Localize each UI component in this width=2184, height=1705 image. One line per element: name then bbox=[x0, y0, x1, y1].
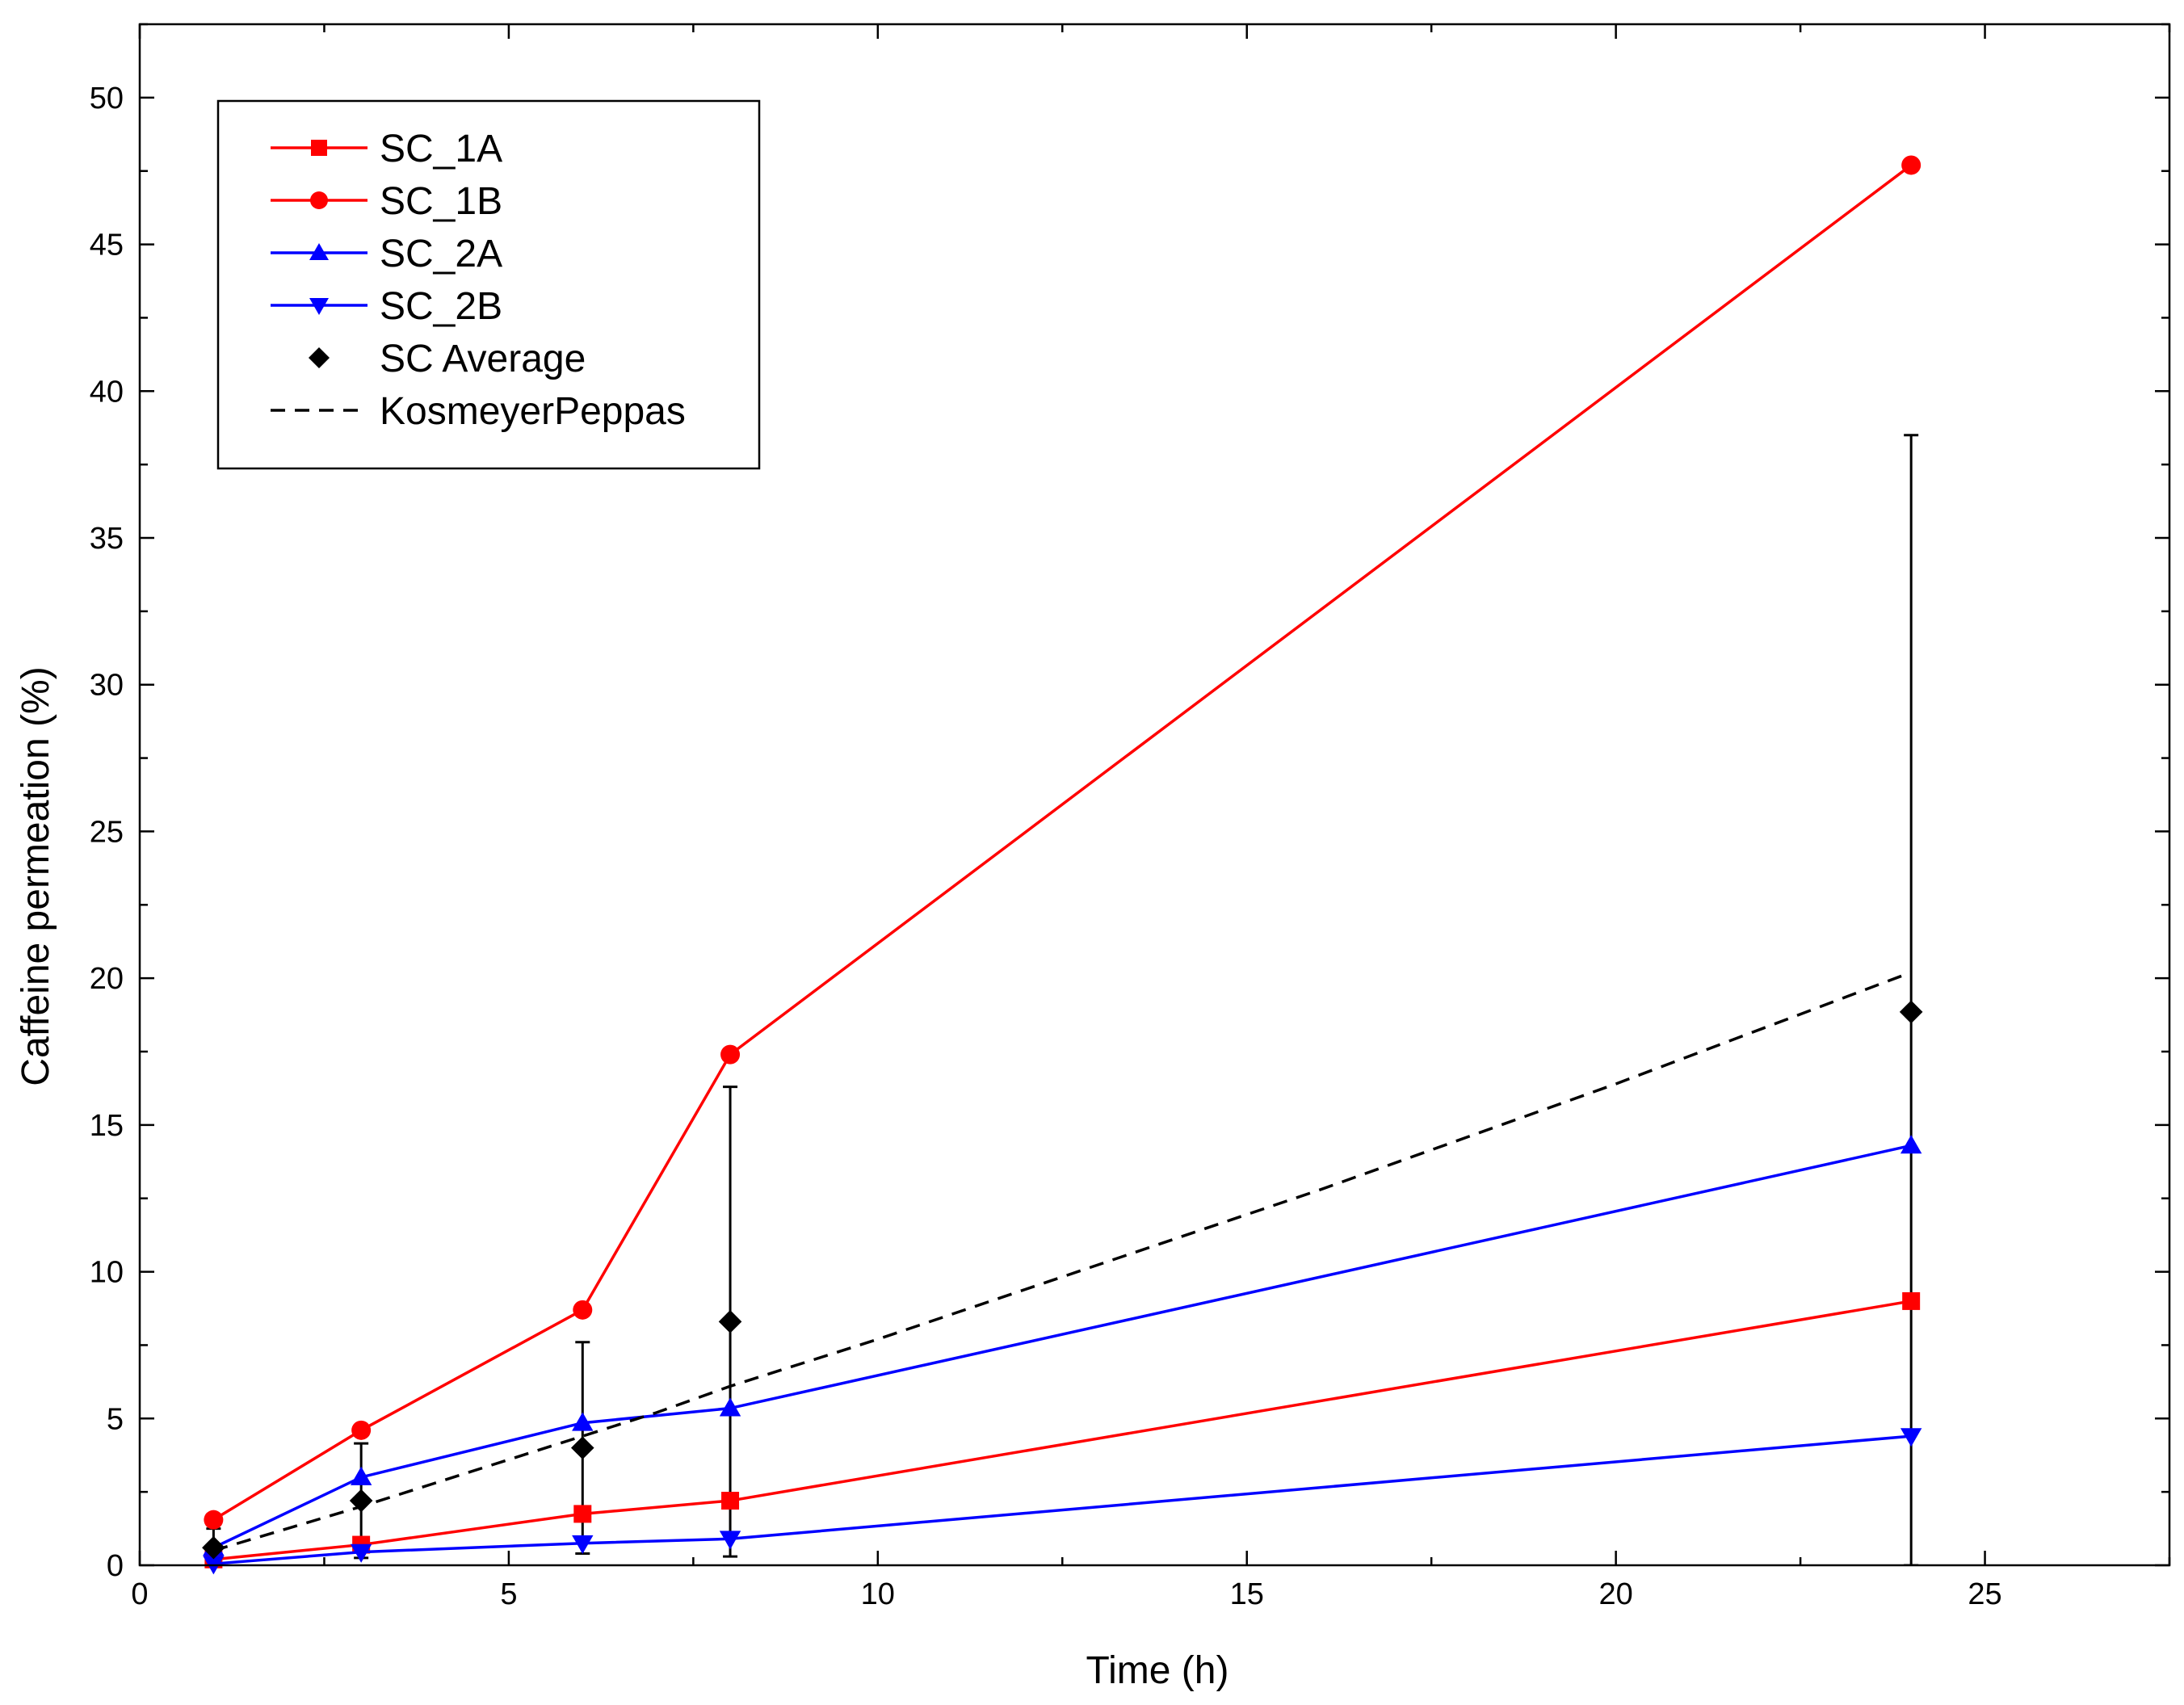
legend-label-sc-average: SC Average bbox=[380, 338, 586, 380]
legend: SC_1A SC_1B SC_2A SC_2B SC Average KosmeyerPe… bbox=[216, 99, 761, 470]
plot-frame bbox=[138, 23, 2171, 1567]
legend-marker-sc-1a bbox=[311, 140, 327, 156]
legend-label-sc-2b: SC_2B bbox=[380, 285, 502, 328]
point-sc-2a bbox=[719, 1397, 741, 1417]
point-sc-average bbox=[202, 1535, 225, 1560]
y-axis-title: Caffeine permeation (%) bbox=[15, 666, 57, 1086]
y-tick-label: 15 bbox=[90, 1109, 124, 1143]
x-tick-label: 20 bbox=[1598, 1577, 1632, 1611]
point-sc-2a bbox=[572, 1412, 594, 1431]
legend-label-sc-1a: SC_1A bbox=[380, 128, 502, 170]
legend-label-sc-1b: SC_1B bbox=[380, 180, 502, 223]
y-tick-label: 40 bbox=[90, 375, 124, 409]
x-tick-label: 10 bbox=[861, 1577, 895, 1611]
legend-marker-sc-1b bbox=[310, 191, 328, 209]
legend-marker-sc-2a bbox=[309, 243, 329, 260]
point-sc-1a bbox=[1902, 1291, 1921, 1310]
series-line-kosmeyerpeppas bbox=[212, 971, 1912, 1552]
error-bars bbox=[206, 434, 1919, 1565]
series-line-sc-2a bbox=[212, 1144, 1912, 1549]
y-tick-label: 25 bbox=[90, 815, 124, 849]
x-tick-label: 0 bbox=[131, 1577, 148, 1611]
y-tick-label: 50 bbox=[90, 82, 124, 115]
y-tick-label: 45 bbox=[90, 229, 124, 262]
point-sc-1b bbox=[573, 1300, 593, 1320]
point-sc-1b bbox=[1901, 155, 1922, 175]
point-sc-2b bbox=[719, 1531, 741, 1550]
axes: 0 5 10 15 20 25 0 5 10 15 20 25 30 35 40 45 50 bbox=[90, 23, 2171, 1611]
point-sc-1a bbox=[721, 1492, 740, 1510]
x-tick-label: 25 bbox=[1968, 1577, 2001, 1611]
point-sc-average bbox=[718, 1310, 742, 1333]
y-tick-label: 5 bbox=[107, 1402, 124, 1436]
point-sc-average bbox=[1899, 1000, 1923, 1024]
point-sc-2b bbox=[572, 1535, 594, 1554]
point-sc-1a bbox=[573, 1505, 592, 1523]
point-sc-1b bbox=[204, 1510, 224, 1530]
legend-label-kosmeyerpeppas: KosmeyerPeppas bbox=[380, 390, 686, 433]
point-sc-1b bbox=[351, 1420, 372, 1440]
series-line-sc-2b bbox=[213, 1434, 1912, 1565]
point-sc-1b bbox=[720, 1044, 741, 1065]
point-sc-2a bbox=[1900, 1135, 1922, 1154]
x-tick-label: 5 bbox=[500, 1577, 517, 1611]
point-sc-2b bbox=[350, 1543, 372, 1563]
legend-label-sc-2a: SC_2A bbox=[380, 233, 502, 275]
series-line-sc-1a bbox=[213, 1300, 1912, 1561]
x-tick-label: 15 bbox=[1230, 1577, 1264, 1611]
legend-marker-sc-2b bbox=[309, 298, 329, 315]
point-sc-2a bbox=[350, 1466, 372, 1485]
y-tick-label: 0 bbox=[107, 1549, 124, 1583]
point-sc-average bbox=[570, 1436, 594, 1459]
y-tick-label: 30 bbox=[90, 669, 124, 703]
point-sc-average bbox=[349, 1489, 373, 1513]
x-axis-title: Time (h) bbox=[1086, 1649, 1229, 1692]
y-tick-label: 35 bbox=[90, 522, 124, 556]
y-tick-label: 20 bbox=[90, 962, 124, 996]
legend-marker-sc-average bbox=[309, 347, 330, 368]
point-sc-2b bbox=[1900, 1428, 1922, 1447]
legend-box bbox=[216, 99, 761, 470]
y-tick-label: 10 bbox=[90, 1256, 124, 1290]
